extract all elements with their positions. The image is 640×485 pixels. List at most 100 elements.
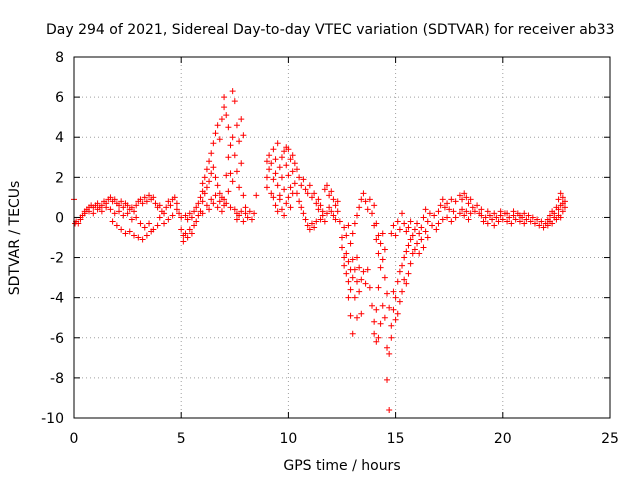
data-point xyxy=(392,316,399,323)
data-point xyxy=(527,218,534,225)
data-point xyxy=(152,200,159,207)
data-point xyxy=(206,178,213,185)
x-tick-label: 15 xyxy=(387,431,405,447)
data-point xyxy=(293,190,300,197)
data-point xyxy=(467,210,474,217)
data-point xyxy=(315,206,322,213)
data-point xyxy=(161,210,168,217)
data-point xyxy=(347,286,354,293)
x-tick-label: 20 xyxy=(494,431,512,447)
data-point xyxy=(199,180,206,187)
data-point xyxy=(214,204,221,211)
data-point xyxy=(263,174,270,181)
data-point xyxy=(131,232,138,239)
data-point xyxy=(465,216,472,223)
data-point xyxy=(229,178,236,185)
data-point xyxy=(459,206,466,213)
data-point xyxy=(386,304,393,311)
data-point xyxy=(379,256,386,263)
data-point xyxy=(296,174,303,181)
data-point xyxy=(120,204,127,211)
data-point xyxy=(358,276,365,283)
data-point xyxy=(467,196,474,203)
data-point xyxy=(373,236,380,243)
data-point xyxy=(148,228,155,235)
data-point xyxy=(291,160,298,167)
data-point xyxy=(354,212,361,219)
data-point xyxy=(94,206,101,213)
data-point xyxy=(214,122,221,129)
data-point xyxy=(165,198,172,205)
data-point xyxy=(223,200,230,207)
data-point xyxy=(143,198,150,205)
data-point xyxy=(216,190,223,197)
y-tick-label: -10 xyxy=(41,411,64,427)
data-point xyxy=(126,228,133,235)
data-point xyxy=(268,160,275,167)
data-point xyxy=(124,202,131,209)
data-point xyxy=(263,158,270,165)
data-point xyxy=(401,220,408,227)
data-point xyxy=(315,196,322,203)
data-point xyxy=(469,204,476,211)
data-point xyxy=(371,318,378,325)
data-point xyxy=(446,206,453,213)
data-point xyxy=(323,210,330,217)
data-point xyxy=(377,320,384,327)
data-point xyxy=(141,224,148,231)
data-point xyxy=(98,208,105,215)
data-point xyxy=(133,214,140,221)
data-point xyxy=(242,210,249,217)
data-point xyxy=(118,198,125,205)
data-point xyxy=(512,216,519,223)
data-point xyxy=(86,208,93,215)
y-tick-label: 4 xyxy=(55,130,64,146)
data-point xyxy=(345,258,352,265)
data-point xyxy=(521,220,528,227)
data-point xyxy=(375,334,382,341)
data-point xyxy=(113,222,120,229)
data-point xyxy=(270,176,277,183)
data-point xyxy=(384,290,391,297)
chart-title: Day 294 of 2021, Sidereal Day-to-day VTE… xyxy=(46,22,615,38)
data-point xyxy=(317,202,324,209)
data-point xyxy=(403,228,410,235)
data-point xyxy=(366,196,373,203)
y-tick-label: 8 xyxy=(55,50,64,66)
data-point xyxy=(229,88,236,95)
data-point xyxy=(272,202,279,209)
data-point xyxy=(339,244,345,251)
data-point xyxy=(347,312,354,319)
data-point xyxy=(285,194,292,201)
data-point xyxy=(240,192,247,199)
data-point xyxy=(313,218,320,225)
data-point xyxy=(343,270,350,277)
data-point xyxy=(354,314,361,321)
data-point xyxy=(332,202,339,209)
data-point xyxy=(549,220,556,227)
data-point xyxy=(422,228,429,235)
data-point xyxy=(308,220,315,227)
data-point xyxy=(111,196,118,203)
data-point xyxy=(341,224,348,231)
data-point xyxy=(463,194,470,201)
data-point xyxy=(236,212,243,219)
data-point xyxy=(163,204,170,211)
data-point xyxy=(120,212,127,219)
data-point xyxy=(407,260,414,267)
data-point xyxy=(422,206,429,213)
data-point xyxy=(281,212,288,219)
data-point xyxy=(379,302,386,309)
data-point xyxy=(128,216,135,223)
data-point xyxy=(388,322,395,329)
data-point xyxy=(184,216,191,223)
data-point xyxy=(362,198,369,205)
data-point xyxy=(236,184,243,191)
data-point xyxy=(326,192,333,199)
data-point xyxy=(444,214,451,221)
data-point xyxy=(381,246,388,253)
data-point xyxy=(499,216,506,223)
x-tick-label: 5 xyxy=(177,431,186,447)
data-point xyxy=(420,214,427,221)
